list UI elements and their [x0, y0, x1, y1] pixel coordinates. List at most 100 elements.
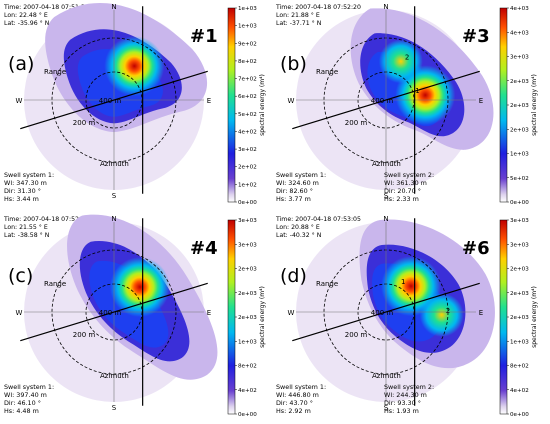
colorbar-tick-label: 2e+03 — [238, 315, 257, 321]
colorbar-tick-label: 3e+03 — [510, 242, 529, 248]
colorbar-tick-label: 9e+02 — [238, 41, 257, 47]
colorbar-title: spectral energy (m⁴) — [259, 74, 266, 136]
colorbar-tick-label: 8e+02 — [510, 364, 529, 370]
colorbar-tick-label: 3e+02 — [238, 147, 257, 153]
south-label: S — [112, 192, 117, 200]
swell-direction: Dir: 20.70 ° — [384, 187, 421, 195]
imagette-number: #6 — [462, 238, 490, 259]
swell-wavelength: Wl: 324.60 m — [276, 179, 319, 187]
swell-direction: Dir: 46.10 ° — [4, 399, 41, 407]
north-label: N — [383, 215, 388, 223]
spectral-peak — [109, 256, 170, 317]
swell-height: Hs: 2.92 m — [276, 407, 311, 415]
colorbar-tick-label: 6e+02 — [238, 94, 257, 100]
time-label: Time: 2007-04-18 07:52:35 — [3, 216, 89, 223]
colorbar-tick-label: 7e+02 — [238, 77, 257, 83]
colorbar-tick-label: 2e+02 — [238, 165, 257, 171]
colorbar-tick-label: 2e+03 — [510, 79, 529, 85]
imagette-number: #1 — [190, 26, 218, 47]
south-label: S — [384, 192, 389, 200]
ring-label-400m: 400 m — [371, 309, 394, 317]
peak-number-label: 1 — [401, 278, 405, 286]
south-label: S — [384, 404, 389, 412]
swell-height: Hs: 2.33 m — [384, 195, 419, 203]
azimuth-axis-label: Azimuth — [100, 160, 129, 168]
colorbar-tick-label: 0e+00 — [510, 412, 529, 418]
colorbar-tick-label: 0e+00 — [238, 412, 257, 418]
swell-system-title: Swell system 1: — [4, 171, 54, 179]
lat-label: Lat: -38.58 ° N — [4, 231, 50, 239]
spectral-peak — [419, 292, 464, 337]
range-axis-label: Range — [44, 68, 66, 76]
colorbar-tick-label: 1e+03 — [510, 339, 529, 345]
swell-system-title: Swell system 1: — [276, 383, 326, 391]
colorbar-tick-label: 2e+03 — [238, 267, 257, 273]
colorbar-tick-label: 2e+03 — [510, 267, 529, 273]
swell-wavelength: Wl: 397.40 m — [4, 391, 47, 399]
colorbar-tick-label: 3e+03 — [510, 55, 529, 61]
peak-number-label: 2 — [405, 53, 409, 61]
time-label: Time: 2007-04-18 07:51:50 — [3, 4, 89, 11]
west-label: W — [288, 97, 295, 105]
swell-height: Hs: 3.77 m — [276, 195, 311, 203]
west-label: W — [16, 309, 23, 317]
east-label: E — [479, 309, 483, 317]
lon-label: Lon: 22.48 ° E — [4, 11, 48, 19]
ring-label-400m: 400 m — [99, 309, 122, 317]
lat-label: Lat: -37.71 ° N — [276, 19, 322, 27]
colorbar-tick-label: 1e+03 — [238, 6, 257, 12]
swell-system-title: Swell system 2: — [384, 171, 434, 179]
swell-height: Hs: 1.93 m — [384, 407, 419, 415]
ring-label-200m: 200 m — [345, 331, 368, 339]
time-label: Time: 2007-04-18 07:52:20 — [275, 4, 361, 11]
west-label: W — [288, 309, 295, 317]
colorbar — [499, 7, 508, 203]
colorbar-tick-label: 2e+03 — [510, 103, 529, 109]
swell-system-title: Swell system 2: — [384, 383, 434, 391]
swell-direction: Dir: 93.30 ° — [384, 399, 421, 407]
colorbar-tick-label: 5e+02 — [510, 176, 529, 182]
north-label: N — [383, 3, 388, 11]
swell-wavelength: Wl: 244.30 m — [384, 391, 427, 399]
ring-label-200m: 200 m — [73, 331, 96, 339]
time-label: Time: 2007-04-18 07:53:05 — [275, 216, 361, 223]
range-axis — [20, 70, 208, 130]
colorbar-tick-label: 3e+03 — [510, 218, 529, 224]
imagette-number: #3 — [462, 26, 490, 47]
lon-label: Lon: 21.88 ° E — [276, 11, 320, 19]
lat-label: Lat: -40.32 ° N — [276, 231, 322, 239]
colorbar-title: spectral energy (m⁴) — [259, 286, 266, 348]
colorbar — [499, 219, 508, 415]
panel-label: (b) — [280, 53, 307, 75]
swell-system-title: Swell system 1: — [4, 383, 54, 391]
swell-system-title: Swell system 1: — [276, 171, 326, 179]
colorbar-tick-label: 1e+03 — [238, 24, 257, 30]
colorbar-title: spectral energy (m⁴) — [531, 74, 538, 136]
imagette-number: #4 — [190, 238, 218, 259]
colorbar-tick-label: 2e+03 — [510, 291, 529, 297]
colorbar-tick-label: 1e+03 — [510, 152, 529, 158]
north-label: N — [111, 3, 116, 11]
ring-label-200m: 200 m — [345, 119, 368, 127]
west-label: W — [16, 97, 23, 105]
east-label: E — [479, 97, 483, 105]
colorbar-tick-label: 0e+00 — [510, 200, 529, 206]
colorbar-title: spectral energy (m⁴) — [531, 286, 538, 348]
range-axis — [292, 70, 480, 130]
swell-height: Hs: 3.44 m — [4, 195, 39, 203]
colorbar-tick-label: 1e+03 — [238, 339, 257, 345]
azimuth-axis-label: Azimuth — [372, 160, 401, 168]
swell-direction: Dir: 43.70 ° — [276, 399, 313, 407]
ring-label-200m: 200 m — [73, 119, 96, 127]
colorbar — [227, 7, 236, 203]
colorbar-tick-label: 2e+03 — [238, 291, 257, 297]
colorbar-tick-label: 8e+02 — [238, 364, 257, 370]
range-axis — [292, 282, 480, 342]
colorbar-tick-label: 8e+02 — [238, 59, 257, 65]
swell-direction: Dir: 82.60 ° — [276, 187, 313, 195]
north-label: N — [111, 215, 116, 223]
